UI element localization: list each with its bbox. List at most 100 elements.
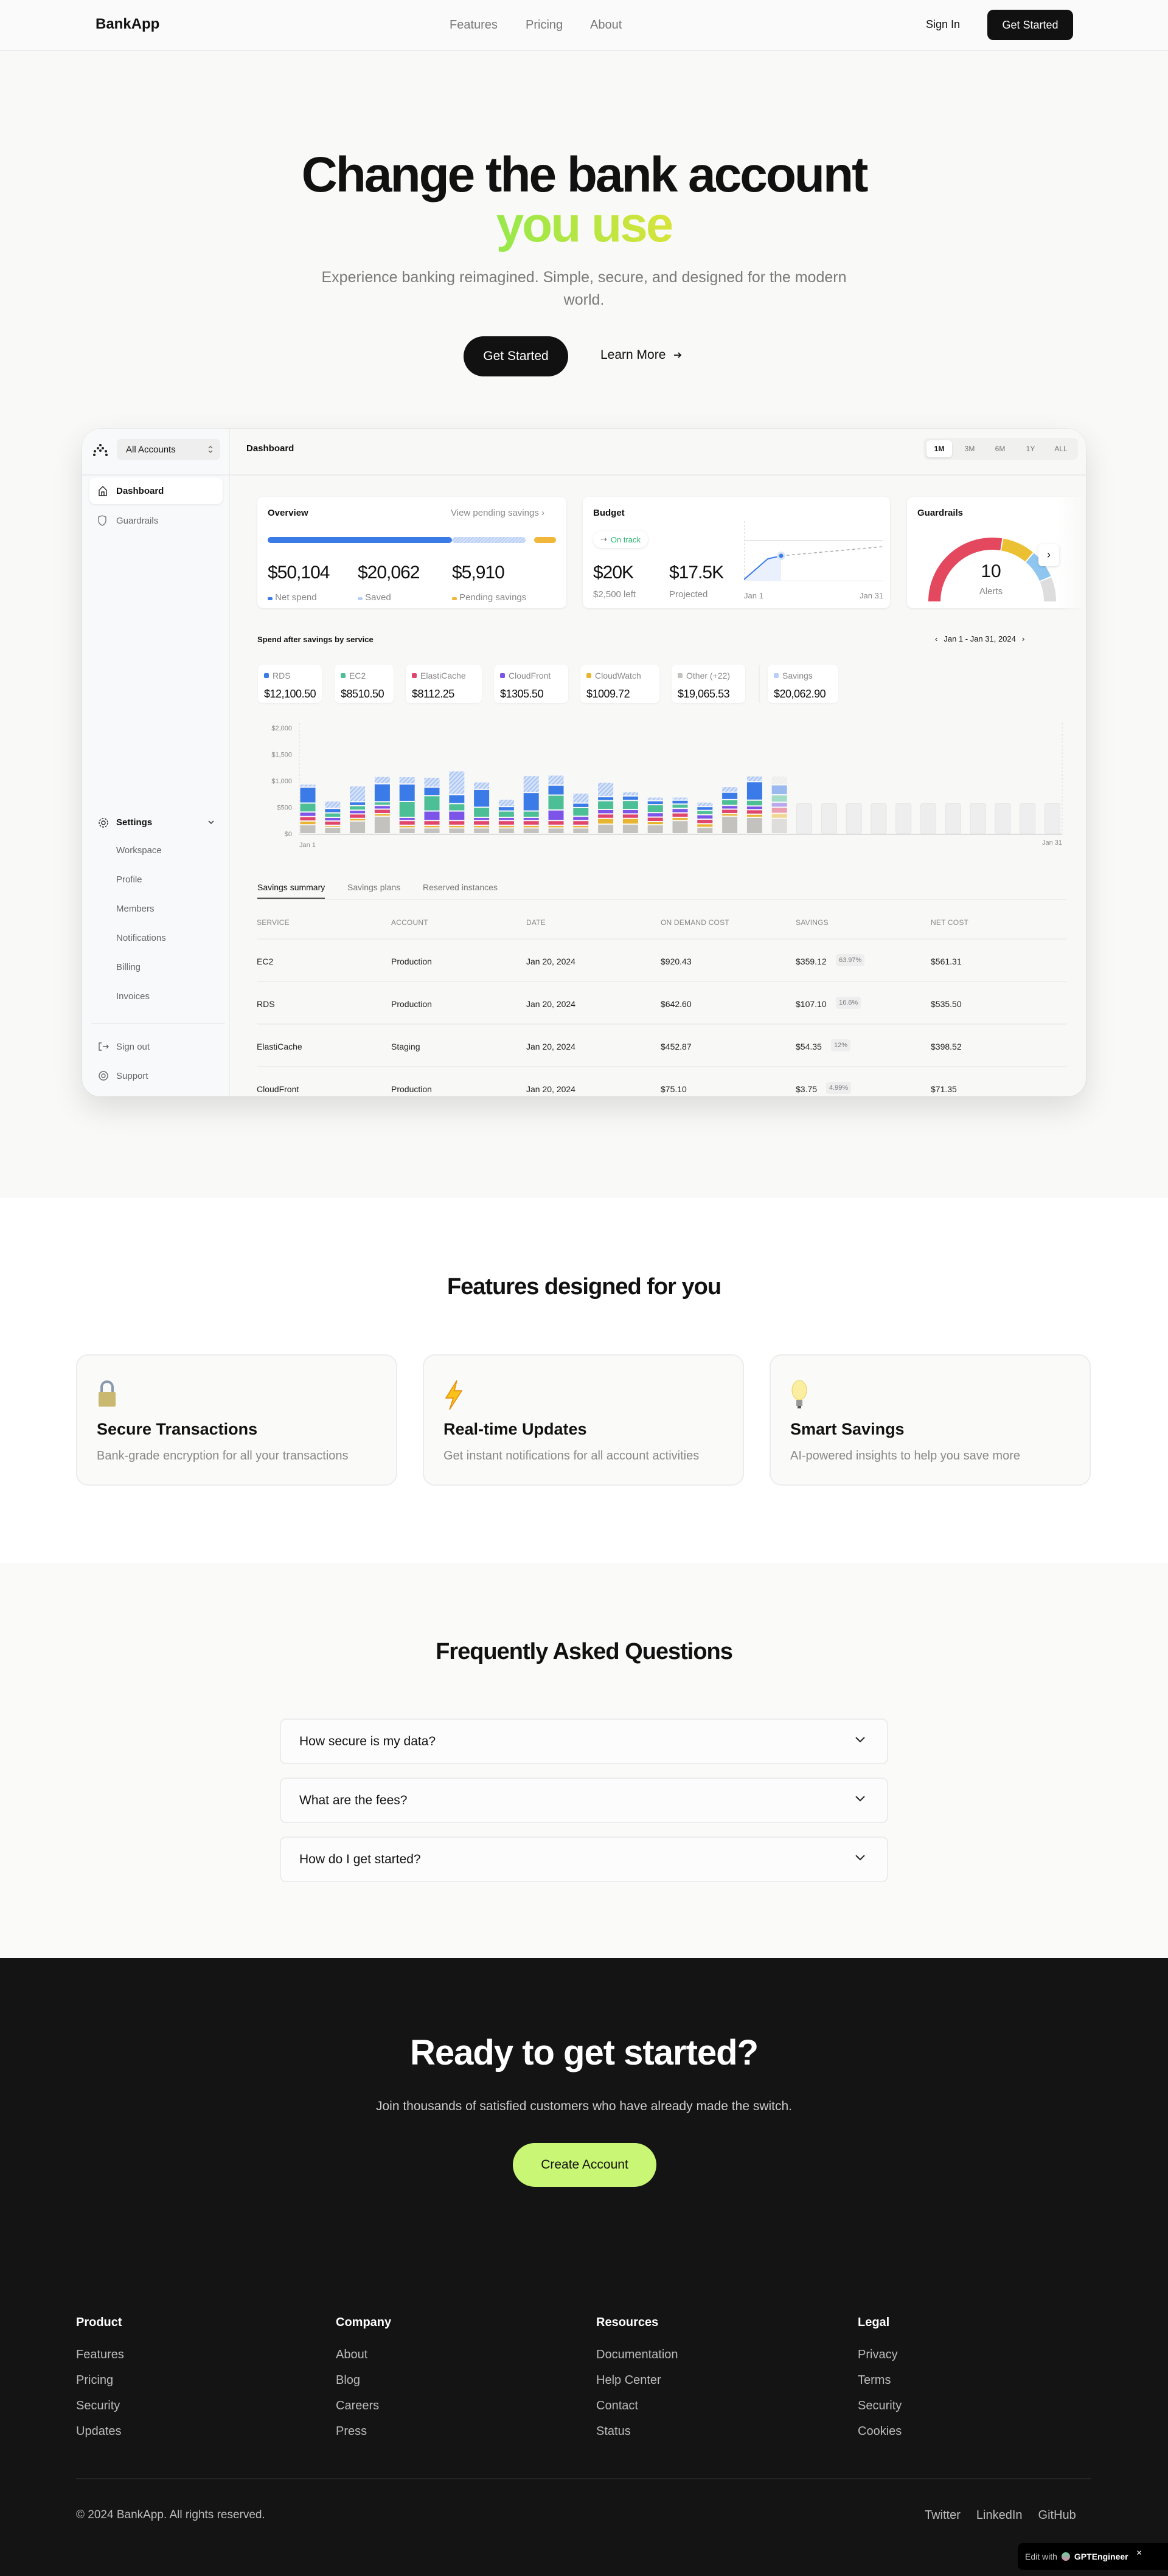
next-range-button[interactable]: › [1021, 634, 1025, 643]
faq-item[interactable]: What are the fees? [280, 1778, 888, 1823]
features-section: Features designed for you Secure Transac… [0, 1198, 1168, 1563]
footer-link-cookies[interactable]: Cookies [858, 2425, 902, 2438]
period-1m[interactable]: 1M [926, 440, 952, 457]
tab-savings-plans[interactable]: Savings plans [347, 882, 401, 892]
spend-title: Spend after savings by service [257, 635, 374, 644]
footer-link-pricing[interactable]: Pricing [76, 2373, 114, 2387]
bar-segment-rds [449, 795, 465, 803]
bar-segment-savings [722, 787, 738, 792]
tab-savings-summary[interactable]: Savings summary [257, 882, 325, 899]
table-row[interactable]: CloudFront Production Jan 20, 2024 $75.10 $3… [82, 1067, 1086, 1096]
footer-link-help-center[interactable]: Help Center [596, 2373, 661, 2387]
cell-date: Jan 20, 2024 [526, 1084, 575, 1094]
footer-link-terms[interactable]: Terms [858, 2373, 891, 2387]
faq-item[interactable]: How secure is my data? [280, 1719, 888, 1764]
sign-in-link[interactable]: Sign In [926, 18, 961, 30]
gauge-segment [928, 538, 1003, 602]
bar-segment-rds [474, 789, 490, 807]
bar-segment-cloudfront [325, 818, 341, 821]
period-6m[interactable]: 6M [995, 445, 1006, 453]
legend-item-other[interactable]: Other (+22) $19,065.53 [672, 665, 745, 703]
legend-label: EC2 [349, 671, 366, 680]
hero-get-started-button[interactable]: Get Started [464, 336, 568, 376]
table-row[interactable]: RDS Production Jan 20, 2024 $642.60 $107.10 $… [82, 982, 1086, 1023]
footer-heading: Company [336, 2316, 392, 2329]
sidebar-subitem-members[interactable]: Members [116, 904, 155, 914]
github-link[interactable]: GitHub [1038, 2508, 1076, 2522]
period-all[interactable]: ALL [1054, 445, 1068, 453]
account-selector[interactable]: All Accounts [117, 439, 220, 460]
bar-segment-rds [548, 785, 564, 795]
spend-area [744, 556, 781, 581]
prev-range-button[interactable]: ‹ [935, 634, 938, 643]
sidebar-item-dashboard[interactable]: Dashboard [89, 477, 223, 504]
divider [230, 474, 1086, 476]
close-icon[interactable]: ✕ [1136, 2549, 1142, 2557]
sidebar-item-guardrails[interactable]: Guardrails [89, 513, 223, 531]
bar-segment-other [523, 828, 539, 833]
footer-link-updates[interactable]: Updates [76, 2425, 122, 2438]
legend-divider [759, 665, 760, 703]
legend-item-rds[interactable]: RDS $12,100.50 [258, 665, 322, 703]
nav-link-pricing[interactable]: Pricing [526, 18, 563, 32]
sidebar-subitem-workspace[interactable]: Workspace [116, 845, 162, 856]
footer-link-documentation[interactable]: Documentation [596, 2348, 678, 2361]
footer-link-blog[interactable]: Blog [336, 2373, 361, 2387]
legend-item-cloudwatch[interactable]: CloudWatch $1009.72 [580, 665, 659, 703]
table-row[interactable]: ElastiCache Staging Jan 20, 2024 $452.87 $54… [82, 1025, 1086, 1066]
legend-item-elasticache[interactable]: ElastiCache $8112.25 [406, 665, 482, 703]
linkedin-link[interactable]: LinkedIn [976, 2508, 1023, 2522]
sidebar-subitem-billing[interactable]: Billing [116, 962, 141, 972]
view-pending-savings-link[interactable]: View pending savings › [451, 508, 544, 518]
bar-segment-rds [325, 809, 341, 812]
footer-link-press[interactable]: Press [336, 2425, 367, 2438]
table-row[interactable]: EC2 Production Jan 20, 2024 $920.43 $359.12 $… [82, 940, 1086, 981]
nav-get-started-button[interactable]: Get Started [987, 10, 1073, 40]
legend-value: $19,065.53 [678, 688, 730, 700]
footer-link-contact[interactable]: Contact [596, 2399, 638, 2412]
bar-segment-ec2 [374, 802, 390, 805]
period-1y[interactable]: 1Y [1026, 445, 1035, 453]
support-button[interactable]: Support [89, 1067, 223, 1085]
footer-link-security[interactable]: Security [858, 2399, 902, 2412]
bar-segment-savings [697, 802, 713, 806]
footer-link-status[interactable]: Status [596, 2425, 631, 2438]
legend-item-ec2[interactable]: EC2 $8510.50 [335, 665, 394, 703]
sidebar-settings-toggle[interactable]: Settings [89, 814, 223, 832]
bar-segment-cloudfront [449, 811, 465, 820]
nav-link-about[interactable]: About [590, 18, 622, 32]
tab-reserved-instances[interactable]: Reserved instances [423, 882, 498, 892]
nav-link-features[interactable]: Features [450, 18, 498, 32]
faq-title: Frequently Asked Questions [436, 1639, 733, 1664]
bar-segment-elasticache [548, 821, 564, 825]
shield-icon [98, 515, 106, 526]
bar-segment-cloudfront [374, 806, 390, 809]
cell-date: Jan 20, 2024 [526, 957, 575, 966]
footer-link-security[interactable]: Security [76, 2399, 120, 2412]
social-links: Twitter LinkedIn GitHub [925, 2508, 1076, 2522]
faq-item[interactable]: How do I get started? [280, 1837, 888, 1882]
legend-item-savings[interactable]: Savings $20,062.90 [768, 665, 838, 703]
sign-out-button[interactable]: Sign out [89, 1038, 223, 1056]
footer-link-privacy[interactable]: Privacy [858, 2348, 898, 2361]
legend-item-cloudfront[interactable]: CloudFront $1305.50 [494, 665, 568, 703]
footer-link-careers[interactable]: Careers [336, 2399, 380, 2412]
legend-label: CloudFront [509, 671, 551, 680]
footer-link-about[interactable]: About [336, 2348, 368, 2361]
bar-segment-rds [746, 782, 762, 800]
create-account-button[interactable]: Create Account [513, 2143, 656, 2187]
bar-segment-savings [300, 784, 316, 787]
savings-percent-badge: 12% [831, 1039, 851, 1051]
sidebar-subitem-notifications[interactable]: Notifications [116, 933, 166, 943]
twitter-link[interactable]: Twitter [925, 2508, 961, 2522]
edit-with-badge[interactable]: Edit with GPTEngineer ✕ [1018, 2543, 1168, 2570]
saved-segment [451, 537, 526, 543]
footer-link-features[interactable]: Features [76, 2348, 124, 2361]
brand-logo[interactable]: BankApp [96, 16, 160, 32]
bar-segment-ec2 [598, 801, 614, 809]
learn-more-link[interactable]: Learn More [600, 348, 683, 362]
budget-value: $20K [593, 563, 634, 583]
sidebar-subitem-invoices[interactable]: Invoices [116, 991, 150, 1002]
period-3m[interactable]: 3M [964, 445, 975, 453]
sidebar-subitem-profile[interactable]: Profile [116, 874, 142, 885]
